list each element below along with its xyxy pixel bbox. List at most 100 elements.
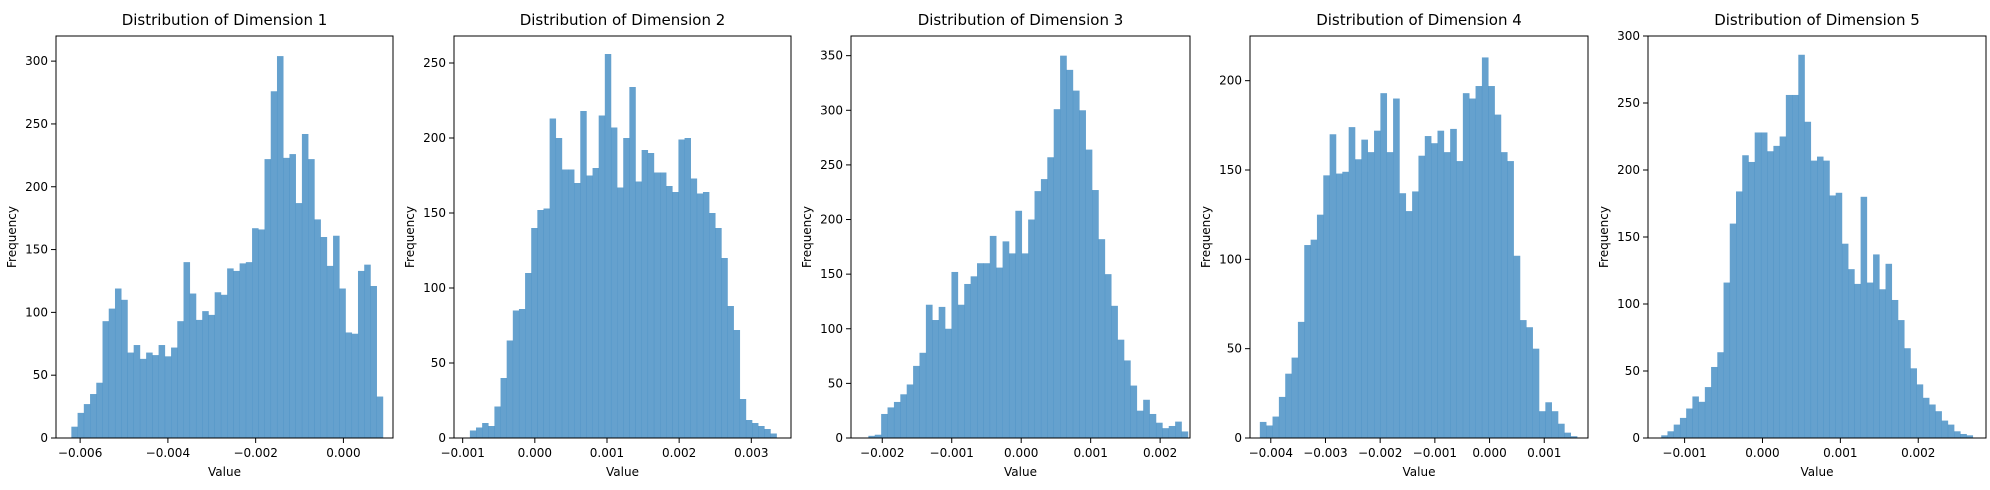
histogram-bar — [283, 157, 290, 439]
histogram-bar — [351, 333, 359, 438]
histogram-bar — [1898, 320, 1905, 438]
histogram-bar — [339, 288, 346, 438]
x-tick-label: −0.001 — [440, 446, 484, 460]
y-axis-label: Frequency — [1597, 206, 1611, 268]
y-tick-label: 150 — [1617, 230, 1640, 244]
histogram-bar — [245, 262, 253, 439]
histogram-bar — [308, 159, 315, 439]
histogram-bar — [127, 352, 134, 438]
histogram-bar — [494, 406, 501, 438]
x-axis-label: Value — [1801, 465, 1834, 479]
y-tick-label: 0 — [438, 431, 446, 445]
y-tick-label: 50 — [1227, 342, 1242, 356]
histogram-bar — [1098, 239, 1106, 438]
histogram-bar — [1532, 348, 1540, 438]
x-tick-label: −0.001 — [1662, 446, 1706, 460]
histogram-bar — [641, 150, 649, 438]
histogram-bar — [1130, 385, 1138, 438]
x-axis-label: Value — [1004, 465, 1037, 479]
axes-frame — [55, 35, 394, 439]
histogram-bar — [919, 352, 927, 438]
histogram-bar — [690, 178, 698, 438]
histogram-bar — [177, 321, 184, 438]
y-tick-label: 100 — [1219, 252, 1242, 266]
y-tick-label: 200 — [1219, 74, 1242, 88]
histogram-bar — [1399, 193, 1407, 438]
x-tick-label: 0.002 — [662, 446, 696, 460]
histogram-bar — [96, 382, 103, 438]
histogram-bar — [1060, 55, 1067, 438]
x-tick-label: 0.001 — [1527, 446, 1561, 460]
histogram-bar — [770, 433, 777, 438]
histogram-bar — [1935, 411, 1942, 438]
histogram-bar — [121, 299, 128, 438]
histogram-bar — [1323, 175, 1330, 439]
x-axis-label: Value — [606, 465, 639, 479]
histogram-bar — [1297, 321, 1305, 438]
histogram-bar — [1692, 396, 1699, 438]
histogram-bar — [1104, 274, 1112, 438]
y-tick-label: 300 — [820, 103, 843, 117]
x-tick-label: −0.004 — [1249, 446, 1293, 460]
histogram-bar — [989, 235, 997, 438]
histogram-bar — [276, 56, 284, 438]
histogram-bar — [561, 169, 569, 438]
histogram-bar — [1040, 179, 1048, 438]
histogram-bar — [1047, 157, 1054, 438]
histogram-bar — [1175, 421, 1182, 438]
histogram-bar — [1181, 431, 1189, 438]
axes-frame — [453, 35, 792, 439]
histogram-bar — [1841, 243, 1849, 438]
histogram-bar — [1361, 139, 1368, 438]
axes-frame — [1249, 35, 1589, 439]
histogram-bar — [1798, 54, 1805, 438]
histogram-bar — [1823, 160, 1830, 438]
histogram-bar — [1418, 155, 1426, 438]
histogram-bar — [1034, 191, 1042, 438]
chart-title: Distribution of Dimension 1 — [122, 11, 328, 29]
histogram-bar — [610, 127, 618, 438]
histogram-bar — [653, 172, 661, 438]
x-tick-label: 0.001 — [1823, 446, 1857, 460]
histogram-bar — [1386, 152, 1394, 438]
histogram-bar — [925, 304, 933, 438]
histogram-bar — [77, 412, 85, 439]
histogram-bar — [580, 111, 587, 438]
histogram-bar — [1168, 425, 1176, 438]
histogram-bar — [202, 311, 209, 438]
chart-title: Distribution of Dimension 5 — [1714, 11, 1920, 29]
y-tick-label: 200 — [423, 131, 446, 145]
x-tick-label: 0.000 — [1472, 446, 1506, 460]
histogram-bar — [1488, 86, 1495, 438]
histogram-bar — [964, 283, 971, 438]
histogram-bar — [139, 358, 147, 438]
histogram-bar — [1092, 190, 1099, 438]
y-tick-label: 0 — [40, 431, 48, 445]
histogram-bar — [1342, 171, 1349, 439]
y-tick-label: 0 — [1234, 431, 1242, 445]
histogram-bar — [1424, 136, 1432, 439]
histogram-bar — [983, 263, 991, 438]
histogram-bar — [227, 268, 234, 438]
histogram-bar — [1539, 411, 1546, 438]
histogram-bar — [702, 192, 710, 438]
histogram-bar — [295, 203, 303, 438]
histogram-bar — [1723, 282, 1731, 438]
histogram-bar — [592, 168, 599, 438]
histogram-bar — [672, 192, 679, 438]
histogram-bar — [289, 154, 296, 438]
histogram-bar — [1291, 357, 1299, 438]
histogram-bar — [239, 263, 247, 438]
histogram-bar — [758, 426, 765, 438]
histogram-bar — [586, 175, 593, 438]
histogram-bar — [1278, 396, 1286, 438]
histogram-bar — [1551, 411, 1559, 438]
y-tick-label: 50 — [1625, 364, 1640, 378]
y-tick-label: 100 — [1617, 297, 1640, 311]
histogram-bar — [1367, 152, 1375, 438]
histogram-bar — [945, 328, 952, 438]
histogram-bar — [1804, 121, 1812, 438]
histogram-bar — [1760, 132, 1768, 439]
y-tick-label: 200 — [1617, 163, 1640, 177]
